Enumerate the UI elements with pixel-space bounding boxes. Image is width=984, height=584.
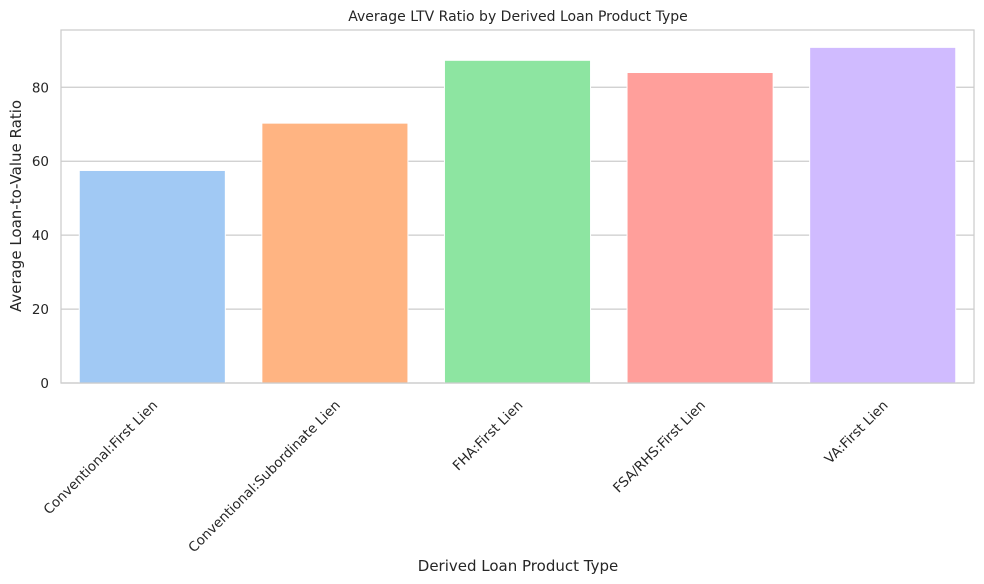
x-tick-label: Conventional:First Lien [41,398,161,518]
y-tick-label: 80 [32,80,49,96]
y-tick-labels: 0 20 40 60 80 [32,80,49,392]
y-tick-label: 60 [32,154,49,170]
x-tick-label: FSA/RHS:First Lien [610,398,709,497]
x-tick-label: FHA:First Lien [450,398,527,475]
y-tick-label: 40 [32,228,49,244]
bar [809,46,957,384]
bar [261,122,409,384]
plot-frame [60,29,975,384]
x-tick-label: Conventional:Subordinate Lien [185,398,343,556]
x-tick-label: VA:First Lien [822,398,892,468]
x-axis-label: Derived Loan Product Type [418,557,618,575]
bars [78,46,957,384]
chart-title: Average LTV Ratio by Derived Loan Produc… [348,9,687,25]
bar [626,72,774,384]
y-axis-label: Average Loan-to-Value Ratio [7,100,25,312]
y-tick-label: 0 [40,376,49,392]
bar [443,59,592,384]
bar [78,169,226,384]
x-tick-labels: Conventional:First Lien Conventional:Subo… [41,398,892,556]
y-tick-label: 20 [32,302,49,318]
